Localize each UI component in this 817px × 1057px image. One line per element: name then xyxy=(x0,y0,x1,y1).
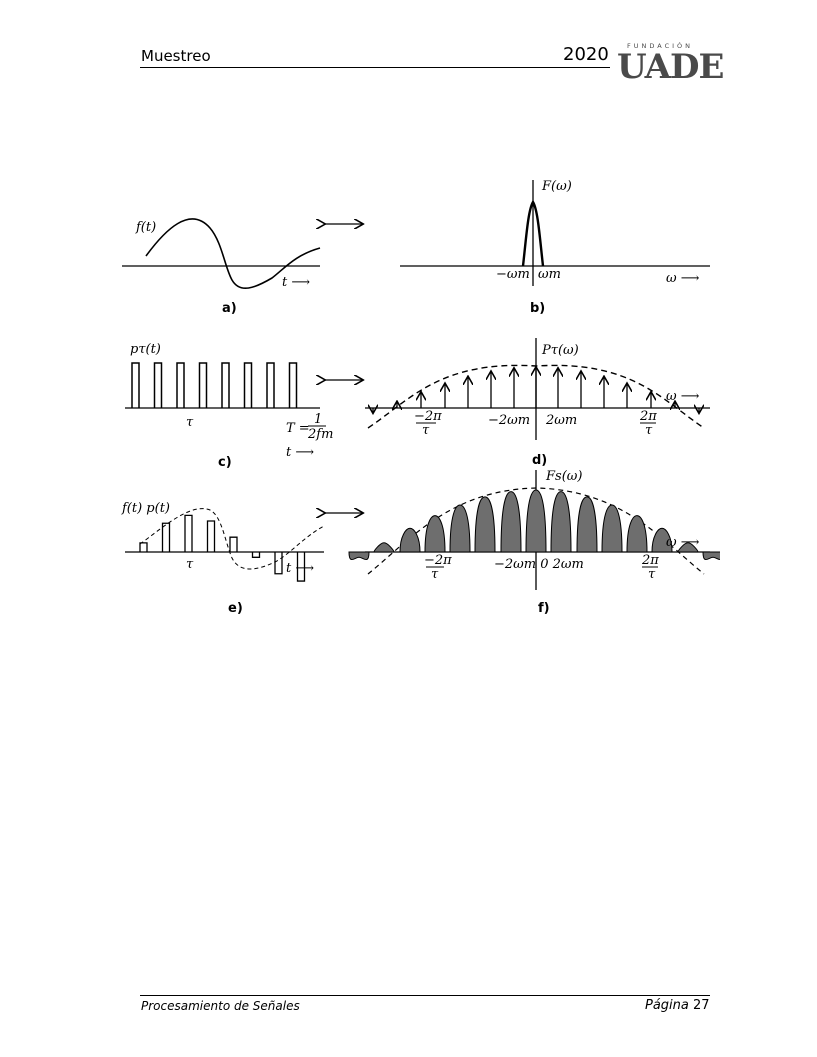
panel-b-tick-pos: ωm xyxy=(538,267,561,282)
panel-b-tick-neg: −ωm xyxy=(496,267,530,282)
spectral-lobe xyxy=(474,496,496,553)
panel-b-ylabel: F(ω) xyxy=(541,179,572,194)
panel-e-caption: e) xyxy=(228,601,243,616)
spectral-lobe xyxy=(576,496,598,553)
panel-e-samples xyxy=(139,514,306,582)
panel-e-xlabel: t ⟶ xyxy=(286,561,314,576)
panel-e-envelope xyxy=(139,508,325,570)
panel-c-tau: τ xyxy=(186,415,194,430)
spectral-lobe xyxy=(702,551,720,561)
panel-d-xlabel: ω ⟶ xyxy=(666,389,700,404)
sampling-figure: f(t) t ⟶ a) F(ω) −ωm ωm ω ⟶ b) pτ(t) τ T… xyxy=(110,170,720,630)
spectral-lobe xyxy=(449,504,471,553)
panel-d-tick-p2: 2ωm xyxy=(545,413,577,428)
panel-b-spectrum xyxy=(521,199,545,267)
pulse xyxy=(288,362,298,408)
panel-c-period-den: 2fm xyxy=(307,427,333,442)
panel-b: F(ω) −ωm ωm ω ⟶ b) xyxy=(400,179,710,316)
sample-bar xyxy=(161,522,171,552)
logo-foundation-text: FUNDACIÓN xyxy=(627,42,694,50)
panel-a: f(t) t ⟶ a) xyxy=(122,218,321,316)
spectral-lobe xyxy=(525,489,547,553)
spectral-lobe xyxy=(373,542,395,553)
panel-f-tick-pos-num: 2π xyxy=(641,553,659,568)
logo-uade-text: UADE xyxy=(617,47,724,87)
footer-rule xyxy=(140,995,710,996)
panel-b-caption: b) xyxy=(530,301,545,316)
panel-d-tick-neg-num: −2π xyxy=(414,409,442,424)
panel-f: Fs(ω) −2π τ −2ωm 0 2ωm 2π τ ω ⟶ f) xyxy=(348,469,720,616)
header-year: 2020 xyxy=(563,44,609,65)
sample-bar xyxy=(206,520,216,552)
footer-page-number: 27 xyxy=(693,998,710,1013)
panel-f-spectral-lobes xyxy=(348,489,720,561)
pulse xyxy=(266,362,275,408)
footer-page-label: Página xyxy=(645,998,689,1013)
panel-c-ylabel: pτ(t) xyxy=(130,342,161,357)
panel-c-pulse-train xyxy=(131,362,298,408)
panel-c-caption: c) xyxy=(218,455,232,470)
panel-f-ylabel: Fs(ω) xyxy=(545,469,582,484)
pulse xyxy=(176,362,185,408)
panel-d-caption: d) xyxy=(532,453,547,468)
panel-a-signal xyxy=(145,218,321,289)
panel-f-tick-neg-num: −2π xyxy=(424,553,452,568)
panel-a-ylabel: f(t) xyxy=(135,220,156,235)
panel-e-ylabel: f(t) p(t) xyxy=(121,501,170,516)
panel-d-tick-m2: −2ωm xyxy=(488,413,530,428)
spectral-lobe xyxy=(348,551,370,561)
panel-c-xlabel: t ⟶ xyxy=(286,445,314,460)
sampling-figure-svg: f(t) t ⟶ a) F(ω) −ωm ωm ω ⟶ b) pτ(t) τ T… xyxy=(121,179,720,616)
footer-course-name: Procesamiento de Señales xyxy=(141,999,300,1013)
panel-e-tau: τ xyxy=(186,557,194,572)
spectral-lobe xyxy=(399,527,421,553)
panel-d-tick-pos-den: τ xyxy=(645,423,653,438)
panel-c: pτ(t) τ T = 1 2fm t ⟶ c) xyxy=(125,342,333,470)
panel-a-xlabel: t ⟶ xyxy=(282,275,310,290)
spectral-lobe xyxy=(424,515,446,553)
panel-d-tick-neg-den: τ xyxy=(422,423,430,438)
panel-c-period-num: 1 xyxy=(314,412,322,427)
sample-bar xyxy=(251,552,261,558)
sample-bar xyxy=(274,552,283,575)
pulse xyxy=(221,362,230,408)
pulse xyxy=(131,362,140,408)
pulse xyxy=(153,362,163,408)
spectral-lobe xyxy=(651,527,673,553)
spectral-lobe xyxy=(500,491,522,553)
spectral-lobe xyxy=(677,542,699,553)
panel-d: Pτ(ω) −2π τ −2ωm 2ωm 2π τ ω ⟶ d) xyxy=(365,338,710,468)
sample-bar xyxy=(296,552,306,582)
panel-f-tick-mid: −2ωm 0 2ωm xyxy=(494,557,584,572)
panel-b-xlabel: ω ⟶ xyxy=(666,271,700,286)
sample-bar xyxy=(184,514,193,552)
spectral-lobe xyxy=(550,491,572,553)
spectral-lobe xyxy=(601,504,623,553)
spectral-lobe xyxy=(626,515,648,553)
panel-d-ylabel: Pτ(ω) xyxy=(541,343,579,358)
header-rule xyxy=(140,67,610,68)
uade-logo: FUNDACIÓN UADE xyxy=(617,42,724,86)
panel-d-impulses xyxy=(373,368,699,412)
footer-page: Página 27 xyxy=(645,998,710,1013)
panel-f-tick-pos-den: τ xyxy=(648,567,656,582)
panel-f-xlabel: ω ⟶ xyxy=(666,535,700,550)
panel-f-caption: f) xyxy=(538,601,550,616)
panel-d-tick-pos-num: 2π xyxy=(639,409,657,424)
panel-f-tick-neg-den: τ xyxy=(431,567,439,582)
panel-c-period: T = xyxy=(286,421,310,436)
panel-a-caption: a) xyxy=(222,301,237,316)
header-title: Muestreo xyxy=(141,47,211,65)
pulse xyxy=(198,362,208,408)
sample-bar xyxy=(139,542,148,552)
pulse xyxy=(243,362,253,408)
panel-e: f(t) p(t) τ t ⟶ e) xyxy=(121,501,325,616)
sample-bar xyxy=(229,536,238,552)
